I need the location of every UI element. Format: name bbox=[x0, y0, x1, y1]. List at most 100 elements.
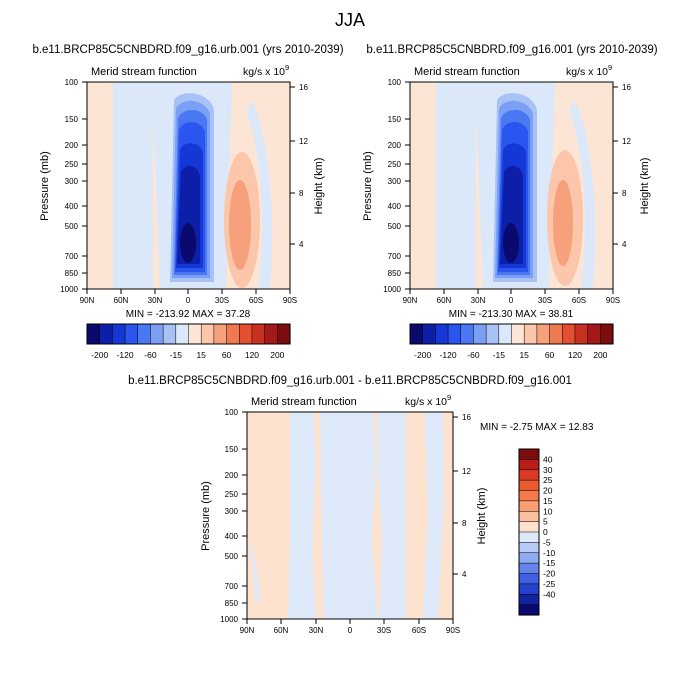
panel-3-title: b.e11.BRCP85C5CNBDRD.f09_g16.urb.001 - b… bbox=[128, 375, 572, 387]
panel-1-ytick: 200 bbox=[65, 141, 79, 150]
panel-3-ytick: 100 bbox=[225, 408, 239, 417]
panel-2-ytick: 1000 bbox=[383, 285, 401, 294]
panel-1-ytick: 400 bbox=[65, 202, 79, 211]
colorbar-3-label: 15 bbox=[543, 496, 553, 506]
panel-1-band-north bbox=[113, 82, 153, 289]
panel-1-ytick: 100 bbox=[65, 78, 79, 87]
colorbar-3-frame bbox=[518, 448, 540, 616]
panel-1-contours bbox=[87, 82, 290, 289]
panel-2-left-ticks: 100 150 200 250 300 400 500 700 850 1000 bbox=[383, 78, 410, 294]
panel-3-contours bbox=[247, 412, 453, 619]
colorbar-1-cell bbox=[188, 323, 202, 345]
panel-3-xtick: 0 bbox=[348, 626, 353, 635]
panel-2-ylabel: Pressure (mb) bbox=[362, 151, 374, 221]
colorbar-1-label: -200 bbox=[91, 350, 108, 360]
panel-3-xtick: 30S bbox=[377, 626, 391, 635]
panel-2-xtick: 0 bbox=[509, 296, 514, 305]
panel-2-x-ticks: 90N 60N 30N 0 30S 60S 90S bbox=[403, 289, 620, 305]
panel-1-title: b.e11.BRCP85C5CNBDRD.f09_g16.urb.001 (yr… bbox=[32, 44, 343, 56]
colorbar-3-cell bbox=[518, 511, 540, 523]
colorbar-1-cell bbox=[86, 323, 101, 345]
colorbar-3-cell bbox=[518, 479, 540, 492]
panel-2-xtick: 30N bbox=[471, 296, 486, 305]
colorbar-2-label: -60 bbox=[467, 350, 480, 360]
panel-1-left-ticks: 100 150 200 250 300 400 500 700 850 1000 bbox=[60, 78, 87, 294]
panel-3-ytick: 150 bbox=[225, 445, 239, 454]
colorbar-3-label: 10 bbox=[543, 506, 553, 516]
colorbar-2-cell bbox=[485, 323, 500, 345]
panel-2-units: kg/s x 109 bbox=[566, 63, 612, 78]
colorbar-1-labels: -200 -120 -60 -15 15 60 120 200 bbox=[91, 350, 284, 360]
colorbar-2: -200 -120 -60 -15 15 60 120 200 bbox=[409, 323, 614, 360]
colorbar-1-cell bbox=[124, 323, 139, 345]
panel-1-ylabel-right: Height (km) bbox=[313, 158, 325, 215]
panel-3-negative-band-3 bbox=[378, 412, 406, 619]
panel-3-ylabel-right: Height (km) bbox=[476, 488, 488, 545]
colorbar-3-cell bbox=[518, 562, 540, 575]
colorbar-2-cell bbox=[562, 323, 576, 345]
panel-2-ytick: 100 bbox=[388, 78, 402, 87]
colorbar-2-label: -15 bbox=[493, 350, 506, 360]
colorbar-2-cell bbox=[422, 323, 436, 345]
colorbar-3-cell bbox=[518, 542, 540, 554]
colorbar-2-label: -200 bbox=[414, 350, 431, 360]
panel-2-band-north bbox=[436, 82, 476, 289]
colorbar-2-cell bbox=[600, 323, 614, 345]
colorbar-3-cells bbox=[518, 448, 540, 616]
panel-2-right-ticks: 16 12 8 4 bbox=[613, 83, 631, 249]
colorbar-3-label: -10 bbox=[543, 548, 556, 558]
colorbar-1-cell bbox=[264, 323, 278, 345]
colorbar-3-cell bbox=[518, 604, 540, 616]
panel-3-subtitle: Merid stream function bbox=[251, 396, 357, 408]
colorbar-2-frame bbox=[409, 323, 614, 345]
panel-3-ylabel: Pressure (mb) bbox=[200, 481, 212, 551]
panel-2: b.e11.BRCP85C5CNBDRD.f09_g16.001 (yrs 20… bbox=[362, 44, 658, 320]
panel-1-units: kg/s x 109 bbox=[243, 63, 289, 78]
panel-2-ytick-right: 16 bbox=[622, 83, 631, 92]
panel-2-cell-core bbox=[503, 223, 519, 263]
colorbar-2-label: 200 bbox=[593, 350, 607, 360]
colorbar-2-cell bbox=[511, 323, 525, 345]
colorbar-1-frame bbox=[86, 323, 291, 345]
colorbar-3-cell bbox=[518, 459, 540, 471]
colorbar-3-label: -5 bbox=[543, 537, 551, 547]
colorbar-3-cell bbox=[518, 500, 540, 512]
panel-2-xtick: 60S bbox=[572, 296, 586, 305]
panel-1-ytick: 500 bbox=[65, 222, 79, 231]
colorbar-1-cell bbox=[277, 323, 291, 345]
panel-2-minmax: MIN = -213.30 MAX = 38.81 bbox=[449, 309, 574, 320]
colorbar-1: -200 -120 -60 -15 15 60 120 200 bbox=[86, 323, 291, 360]
panel-1-xtick: 90S bbox=[283, 296, 297, 305]
colorbar-1-label: 200 bbox=[270, 350, 284, 360]
panel-1: b.e11.BRCP85C5CNBDRD.f09_g16.urb.001 (yr… bbox=[32, 44, 343, 320]
colorbar-1-cell bbox=[213, 323, 228, 345]
colorbar-3-cell bbox=[518, 521, 540, 533]
colorbar-2-labels: -200 -120 -60 -15 15 60 120 200 bbox=[414, 350, 607, 360]
colorbar-2-cell bbox=[587, 323, 601, 345]
colorbar-3-cell bbox=[518, 583, 540, 595]
panel-1-ylabel: Pressure (mb) bbox=[39, 151, 51, 221]
panel-3-xtick: 60N bbox=[274, 626, 289, 635]
panel-2-ytick-right: 12 bbox=[622, 137, 631, 146]
panel-1-ytick: 300 bbox=[65, 177, 79, 186]
panel-3-ytick: 200 bbox=[225, 471, 239, 480]
panel-1-subtitle: Merid stream function bbox=[91, 66, 197, 78]
panel-1-ytick: 1000 bbox=[60, 285, 78, 294]
panel-3-ytick-right: 8 bbox=[462, 519, 467, 528]
colorbar-3-cell bbox=[518, 573, 540, 585]
colorbar-2-label: 60 bbox=[545, 350, 555, 360]
panel-2-units-base: kg/s x 10 bbox=[566, 66, 608, 78]
panel-3-minmax: MIN = -2.75 MAX = 12.83 bbox=[480, 422, 594, 433]
panel-3-ytick-right: 16 bbox=[462, 413, 471, 422]
panel-3-left-ticks: 100 150 200 250 300 400 500 700 850 1000 bbox=[220, 408, 247, 624]
panel-2-ytick: 400 bbox=[388, 202, 402, 211]
panel-2-ytick: 850 bbox=[388, 269, 402, 278]
colorbar-2-cell bbox=[447, 323, 462, 345]
panel-1-ytick-right: 4 bbox=[299, 240, 304, 249]
colorbar-3-label: 40 bbox=[543, 454, 553, 464]
panel-2-band-south bbox=[569, 100, 596, 289]
panel-3-units-exp: 9 bbox=[447, 393, 451, 402]
panel-1-ytick-right: 16 bbox=[299, 83, 308, 92]
